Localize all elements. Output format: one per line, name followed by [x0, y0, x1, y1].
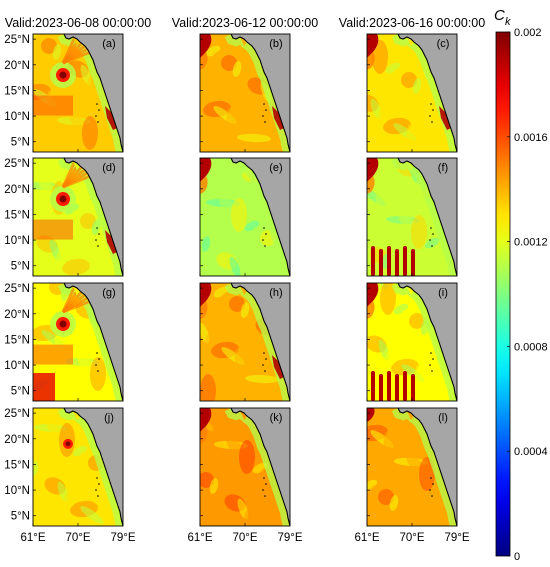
map-panel-i: (i): [366, 282, 458, 402]
lon-tick-label: 61°E: [20, 532, 45, 544]
column-title-1: Valid:2023-06-08 00:00:00: [5, 16, 151, 30]
map-panel-c: (c): [366, 33, 458, 153]
map-panel-h: (h): [199, 282, 291, 402]
lat-tick-label: 20°N: [4, 309, 30, 321]
lon-tick-label: 79°E: [277, 532, 302, 544]
panel-label: (e): [269, 162, 282, 174]
lon-tick-label: 61°E: [187, 532, 212, 544]
colorbar: 0.002 0.0016 0.0012 0.0008 0.0004 0 C k: [494, 7, 548, 563]
panel-label: (d): [102, 162, 115, 174]
column-title-2: Valid:2023-06-12 00:00:00: [172, 16, 318, 30]
map-panel-f: (f): [366, 157, 458, 277]
longitude-axis: 61°E 70°E 79°E 61°E 70°E 79°E 61°E 70°E 79°E: [20, 532, 469, 544]
map-panel-d: (d): [32, 157, 124, 277]
lon-tick-label: 79°E: [110, 532, 135, 544]
lat-tick-label: 15°N: [4, 459, 30, 471]
colorbar-tick-label: 0: [514, 551, 520, 563]
colorbar-label: C: [494, 7, 505, 24]
column-title-3: Valid:2023-06-16 00:00:00: [339, 16, 485, 30]
map-panel-b: (b): [199, 33, 291, 153]
map-panel-a: (a): [32, 33, 124, 153]
panel-label: (a): [102, 38, 115, 50]
latitude-axis: 25°N 20°N 15°N 10°N 5°N 25°N 20°N 15°N 10°N 5°N 25…: [4, 34, 30, 523]
lat-tick-label: 15°N: [4, 209, 30, 221]
lon-tick-label: 79°E: [444, 532, 469, 544]
lat-tick-label: 25°N: [4, 158, 30, 170]
lat-tick-label: 5°N: [11, 386, 30, 398]
panel-label: (h): [269, 287, 282, 299]
map-panel-g: (g): [32, 282, 124, 402]
lat-tick-label: 20°N: [4, 184, 30, 196]
column-titles: Valid:2023-06-08 00:00:00 Valid:2023-06-1…: [5, 16, 485, 30]
lat-tick-label: 15°N: [4, 85, 30, 97]
lat-tick-label: 20°N: [4, 60, 30, 72]
lon-tick-label: 70°E: [65, 532, 90, 544]
lat-tick-label: 10°N: [4, 111, 30, 123]
map-panel-k: (k): [199, 407, 291, 527]
panel-label: (g): [102, 287, 115, 299]
lon-tick-label: 70°E: [399, 532, 424, 544]
map-panel-l: (l): [366, 407, 458, 527]
panel-label: (c): [437, 38, 450, 50]
colorbar-gradient: [495, 31, 511, 557]
colorbar-tick-label: 0.0004: [514, 446, 548, 458]
map-panel-e: (e): [199, 157, 291, 277]
lat-tick-label: 25°N: [4, 283, 30, 295]
panel-label: (l): [438, 412, 448, 424]
panel-label: (i): [438, 287, 448, 299]
panel-label: (j): [104, 412, 114, 424]
lat-tick-label: 5°N: [11, 511, 30, 523]
lat-tick-label: 10°N: [4, 485, 30, 497]
lat-tick-label: 25°N: [4, 408, 30, 420]
lat-tick-label: 10°N: [4, 360, 30, 372]
lon-tick-label: 61°E: [354, 532, 379, 544]
lon-tick-label: 70°E: [232, 532, 257, 544]
map-panel-j: (j): [32, 407, 124, 527]
colorbar-tick-label: 0.0008: [514, 341, 548, 353]
lat-tick-label: 15°N: [4, 334, 30, 346]
panel-label: (k): [270, 412, 283, 424]
map-panels: (a) (b) (c) (d) (e) (f) (g) (h) (i) (j) (k) (l): [32, 33, 458, 527]
colorbar-tick-label: 0.0012: [514, 237, 548, 249]
lat-tick-label: 5°N: [11, 137, 30, 149]
colorbar-tick-label: 0.002: [514, 27, 542, 39]
lat-tick-label: 25°N: [4, 34, 30, 46]
colorbar-label-subscript: k: [505, 16, 511, 28]
lat-tick-label: 10°N: [4, 235, 30, 247]
lat-tick-label: 5°N: [11, 261, 30, 273]
lat-tick-label: 20°N: [4, 434, 30, 446]
panel-label: (b): [269, 38, 282, 50]
colorbar-tick-label: 0.0016: [514, 132, 548, 144]
panel-label: (f): [438, 162, 448, 174]
